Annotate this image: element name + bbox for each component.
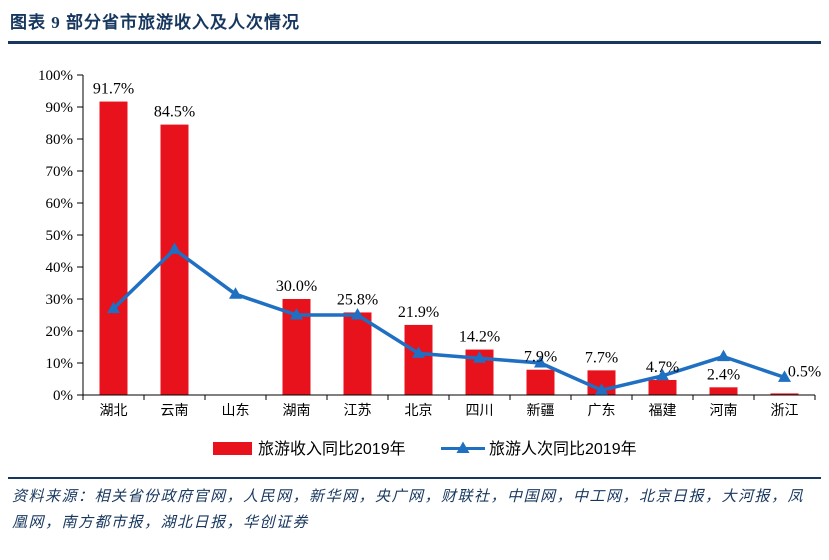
y-tick-label: 80% — [46, 132, 74, 148]
line-marker-福建 — [656, 368, 669, 381]
line-marker-云南 — [168, 242, 181, 254]
bar-value-label: 2.4% — [707, 366, 740, 383]
x-category-label: 四川 — [466, 402, 494, 418]
line-marker-四川 — [473, 351, 486, 363]
line-series — [112, 247, 786, 392]
y-tick-label: 90% — [46, 100, 74, 116]
y-tick-label: 100% — [38, 68, 73, 84]
y-tick-label: 60% — [46, 196, 74, 212]
x-category-label: 湖北 — [100, 402, 128, 418]
y-tick-label: 70% — [46, 164, 74, 180]
bar-value-label: 30.0% — [276, 278, 317, 295]
figure-title: 图表 9 部分省市旅游收入及人次情况 — [10, 13, 300, 32]
bar-value-label: 7.7% — [585, 349, 618, 366]
legend-line-marker — [456, 441, 470, 453]
x-category-label: 江苏 — [344, 402, 372, 418]
legend-line-label: 旅游人次同比2019年 — [489, 440, 637, 458]
y-tick-label: 0% — [53, 388, 73, 404]
line-marker-河南 — [717, 349, 730, 362]
x-category-label: 山东 — [222, 402, 250, 418]
bar-value-label: 84.5% — [154, 104, 195, 121]
bar-value-label: 14.2% — [459, 329, 500, 346]
legend-bar-swatch — [213, 442, 252, 455]
y-tick-label: 20% — [46, 324, 74, 340]
x-category-label: 福建 — [649, 402, 677, 418]
bar-江苏 — [343, 312, 372, 395]
title-divider — [8, 41, 821, 44]
x-category-label: 北京 — [405, 402, 433, 418]
line-marker-湖南 — [290, 308, 303, 320]
bar-value-label: 91.7% — [93, 81, 134, 98]
line-marker-北京 — [412, 346, 425, 358]
bar-福建 — [648, 379, 677, 395]
y-tick-label: 30% — [46, 292, 74, 308]
line-marker-山东 — [229, 287, 242, 299]
x-category-label: 浙江 — [771, 402, 799, 418]
bar-value-label: 21.9% — [398, 304, 439, 321]
x-category-label: 广东 — [588, 402, 616, 418]
y-tick-label: 10% — [46, 356, 74, 372]
line-marker-新疆 — [534, 356, 547, 368]
x-category-label: 云南 — [161, 402, 189, 418]
bar-新疆 — [526, 369, 555, 395]
bar-河南 — [709, 387, 738, 395]
footer-divider — [8, 477, 821, 479]
line-marker-江苏 — [351, 308, 364, 320]
source-note: 资料来源：相关省份政府官网，人民网，新华网，央广网，财联社，中国网，中工网，北京… — [12, 489, 805, 531]
line-marker-浙江 — [778, 370, 791, 382]
bar-value-label: 25.8% — [337, 291, 378, 308]
bar-value-label: 7.9% — [524, 349, 557, 366]
bar-value-label: 4.7% — [646, 359, 679, 376]
x-category-label: 新疆 — [527, 402, 555, 418]
bar-北京 — [404, 324, 433, 395]
legend-bar-label: 旅游收入同比2019年 — [258, 440, 406, 458]
bar-湖北 — [99, 101, 128, 395]
bar-value-label: 0.5% — [788, 363, 821, 380]
bar-浙江 — [770, 393, 799, 395]
y-tick-label: 50% — [46, 228, 74, 244]
line-marker-湖北 — [107, 301, 120, 314]
combo-chart: 0% 10% 20% 30% 40% 50% 60% 70% 80% 90% 100% 湖北 云南 山东 湖… — [38, 68, 821, 458]
line-marker-广东 — [595, 383, 608, 395]
y-tick-label: 40% — [46, 260, 74, 276]
x-category-label: 湖南 — [283, 402, 311, 418]
x-category-label: 河南 — [710, 402, 738, 418]
